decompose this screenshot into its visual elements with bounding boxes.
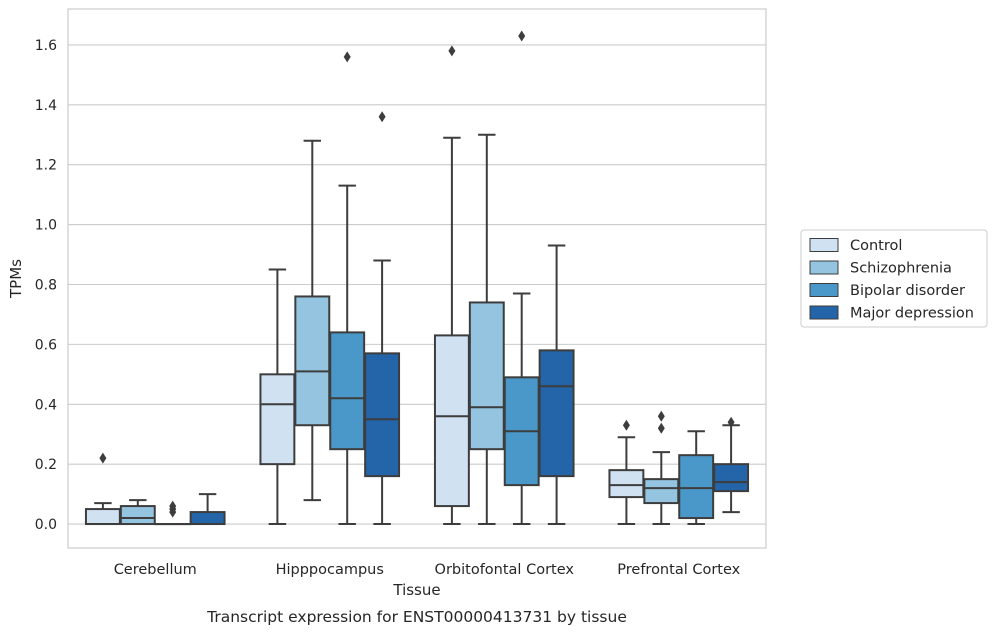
x-tick-label: Hipppocampus [276,562,384,578]
box-iqr [329,331,366,451]
box-cerebellum-major-depression [189,493,226,526]
box-iqr [84,508,121,526]
box-hipppocampus-major-depression [364,111,401,526]
y-tick-label: 0.8 [35,277,57,293]
outlier-point [169,500,177,512]
box-orbitofontal-cortex-schizophrenia [468,133,505,526]
box-iqr [538,349,575,478]
outlier-point [448,45,456,57]
y-tick-label: 1.0 [35,218,57,234]
box-hipppocampus-bipolar-disorder [329,51,366,526]
box-cerebellum-control [84,452,121,526]
box-iqr [364,352,401,478]
legend-swatch [809,305,839,320]
box-hipppocampus-schizophrenia [294,139,331,502]
legend-label: Bipolar disorder [850,283,965,299]
y-tick-labels: 0.0 0.2 0.4 0.6 0.8 1.0 1.2 1.4 1.6 [35,38,57,533]
outlier-point [378,111,386,123]
legend-label: Control [850,238,902,254]
outlier-point [343,51,351,63]
legend-swatch [809,238,839,252]
y-tick-label: 0.6 [35,337,57,353]
box-cerebellum-bipolar-disorder [154,500,191,526]
box-prefrontal-cortex-schizophrenia [643,410,680,526]
legend-swatch [809,283,839,297]
x-tick-labels: Cerebellum Hipppocampus Orbitofontal Corte… [114,562,741,578]
legend-label: Major depression [850,306,974,322]
box-iqr [643,478,680,505]
box-cerebellum-schizophrenia [119,499,156,526]
box-iqr [713,463,750,493]
box-iqr [189,511,226,526]
y-tick-label: 1.6 [35,38,57,54]
outlier-point [622,419,630,431]
plot-frame [67,8,767,549]
outlier-point [727,416,735,428]
box-iqr [119,505,156,526]
x-tick-label: Prefrontal Cortex [617,562,740,578]
gridlines [68,44,766,525]
box-orbitofontal-cortex-control [433,45,470,526]
box-iqr [608,469,645,499]
box-prefrontal-cortex-major-depression [713,416,750,514]
y-axis-label: TPMs [7,259,25,299]
x-axis-label: Tissue [392,581,440,599]
box-orbitofontal-cortex-major-depression [538,244,575,526]
y-tick-label: 0.4 [35,397,57,413]
outlier-point [518,30,526,42]
box-iqr [294,295,331,427]
legend: Control Schizophrenia Bipolar disorder Majo… [800,229,988,328]
y-tick-label: 1.2 [35,158,57,174]
legend-label: Schizophrenia [850,261,952,277]
box-hipppocampus-control [259,268,296,526]
y-tick-label: 1.4 [35,98,57,114]
box-iqr [433,334,470,508]
box-prefrontal-cortex-control [608,419,645,526]
box-iqr [468,301,505,451]
box-iqr [678,454,715,520]
box-prefrontal-cortex-bipolar-disorder [678,430,715,526]
legend-frame [800,229,988,328]
box-groups [84,30,750,526]
box-orbitofontal-cortex-bipolar-disorder [503,30,540,526]
chart-caption: Transcript expression for ENST0000041373… [206,608,627,626]
outlier-point [657,422,665,434]
x-tick-label: Orbitofontal Cortex [435,562,575,578]
y-tick-label: 0.0 [35,517,57,533]
box-iqr [259,373,296,466]
y-tick-label: 0.2 [35,457,57,473]
outlier-point [99,452,107,464]
outlier-point [657,410,665,422]
x-tick-label: Cerebellum [114,562,197,578]
legend-swatch [809,260,839,275]
